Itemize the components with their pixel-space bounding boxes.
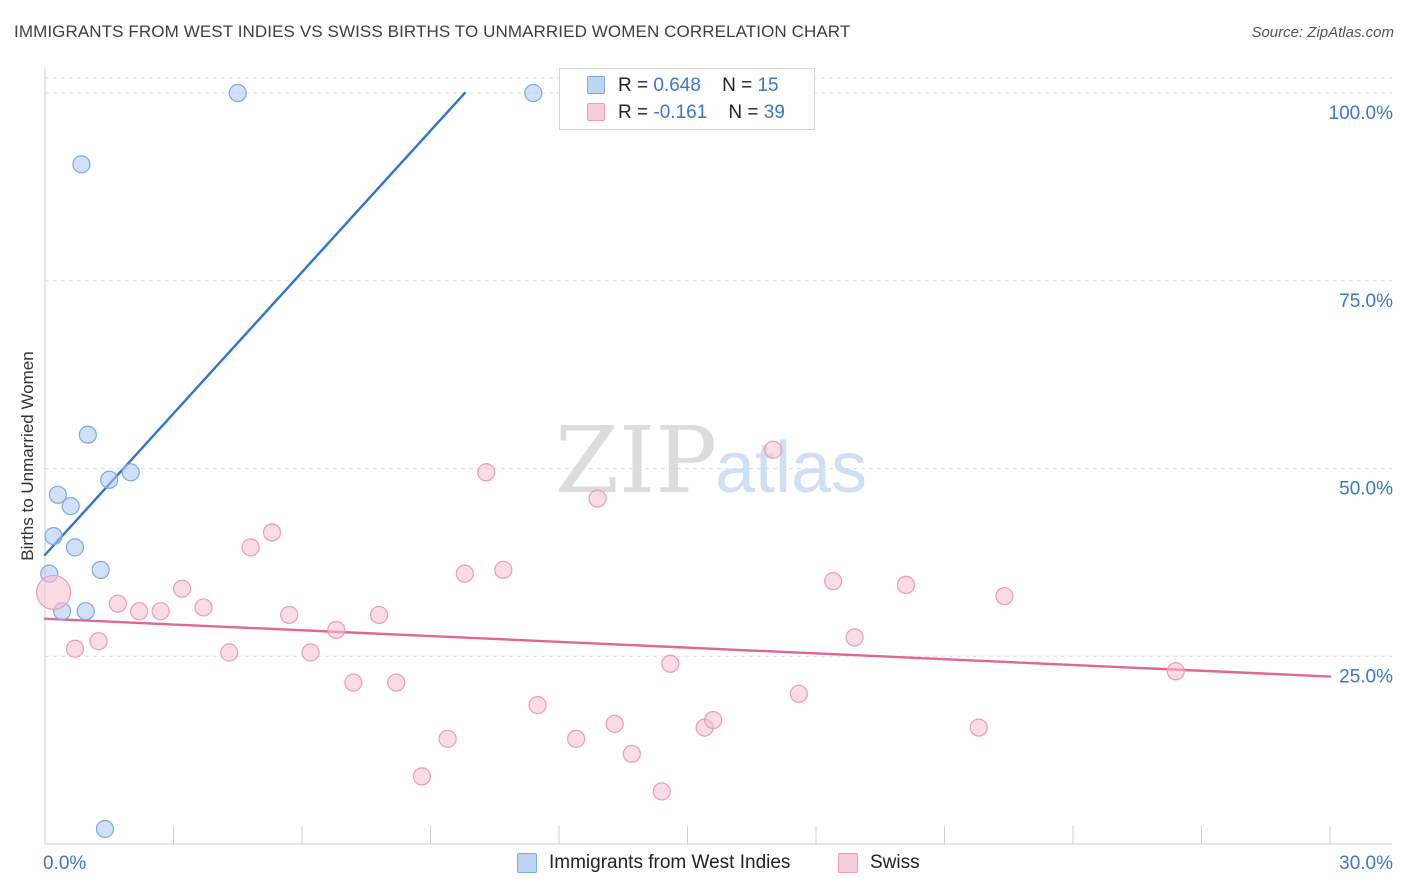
legend-r-value: 0.648: [653, 75, 701, 96]
point-west-indies: [524, 83, 543, 103]
point-swiss: [344, 673, 363, 692]
data-points: [35, 83, 1185, 839]
y-tick-label: 100.0%: [1329, 103, 1394, 124]
legend-swatch-swiss: [587, 103, 605, 121]
point-swiss: [35, 574, 72, 611]
point-swiss: [65, 639, 85, 658]
point-west-indies: [95, 819, 115, 839]
point-swiss: [438, 729, 457, 748]
point-swiss: [301, 643, 320, 662]
point-west-indies: [44, 526, 63, 546]
point-swiss: [194, 598, 213, 617]
point-swiss: [1166, 662, 1185, 681]
point-swiss: [704, 710, 723, 730]
point-swiss: [455, 564, 474, 583]
legend-r-value: -0.161: [653, 102, 708, 123]
point-swiss: [477, 463, 496, 482]
point-swiss: [661, 654, 680, 673]
point-swiss: [262, 523, 282, 542]
svg-text:ZIP: ZIP: [555, 407, 717, 514]
point-swiss: [108, 594, 127, 613]
point-swiss: [824, 572, 843, 591]
point-swiss: [172, 579, 192, 598]
point-west-indies: [76, 602, 95, 621]
point-swiss: [387, 673, 406, 692]
point-west-indies: [65, 538, 85, 557]
point-west-indies: [121, 463, 140, 482]
point-swiss: [588, 489, 607, 508]
point-west-indies: [61, 496, 80, 516]
y-tick-label: 25.0%: [1339, 666, 1393, 687]
svg-text:atlas: atlas: [715, 428, 867, 508]
point-swiss: [789, 684, 808, 703]
watermark: ZIP atlas: [555, 407, 867, 514]
y-tick-label: 75.0%: [1339, 291, 1393, 312]
stats-legend: R = 0.648 N = 15 R = -0.161 N = 39: [559, 68, 815, 130]
legend-label-swiss: Swiss: [870, 852, 920, 873]
point-swiss: [327, 620, 346, 640]
source-credit: Source: ZipAtlas.com: [1251, 24, 1394, 41]
point-swiss: [370, 605, 389, 625]
point-west-indies: [228, 83, 247, 103]
point-west-indies: [78, 425, 97, 444]
legend-n-label: N =: [722, 75, 753, 96]
legend-swatch-swiss: [838, 853, 858, 873]
point-swiss: [567, 729, 586, 748]
y-tick-label: 50.0%: [1339, 479, 1393, 500]
point-swiss: [280, 605, 299, 625]
point-swiss: [622, 744, 641, 763]
point-swiss: [995, 587, 1014, 606]
legend-r-label: R =: [618, 75, 649, 96]
point-west-indies: [100, 470, 119, 489]
x-tick-label-start: 0.0%: [43, 853, 86, 874]
point-swiss: [130, 602, 149, 621]
x-tick-label-end: 30.0%: [1339, 853, 1393, 874]
point-swiss: [528, 695, 547, 715]
point-swiss: [605, 714, 624, 733]
point-swiss: [241, 538, 260, 557]
point-swiss: [89, 632, 108, 651]
chart-title: IMMIGRANTS FROM WEST INDIES VS SWISS BIR…: [14, 22, 851, 41]
axes: [44, 68, 1392, 845]
legend-label-west-indies: Immigrants from West Indies: [549, 852, 791, 873]
tick-labels: 25.0% 50.0% 75.0% 100.0% 0.0% 30.0%: [43, 103, 1393, 874]
legend-n-value: 39: [763, 102, 785, 123]
gridlines: [45, 77, 1392, 657]
point-west-indies: [72, 155, 91, 174]
point-west-indies: [48, 485, 67, 504]
point-swiss: [969, 718, 988, 737]
point-swiss: [412, 767, 432, 786]
point-swiss: [896, 575, 916, 595]
point-west-indies: [91, 560, 110, 579]
point-swiss: [151, 602, 170, 621]
point-swiss: [845, 628, 864, 647]
legend-swatch-west-indies: [517, 853, 537, 873]
point-swiss: [764, 440, 783, 459]
legend-r-label: R =: [618, 102, 649, 123]
trend-line-swiss: [43, 617, 1332, 678]
legend-n-label: N =: [728, 102, 759, 123]
legend-n-value: 15: [757, 75, 779, 96]
point-swiss: [652, 782, 671, 801]
trend-lines: [43, 91, 1332, 678]
point-swiss: [494, 560, 513, 579]
legend-swatch-west-indies: [587, 76, 605, 94]
point-swiss: [220, 643, 239, 662]
